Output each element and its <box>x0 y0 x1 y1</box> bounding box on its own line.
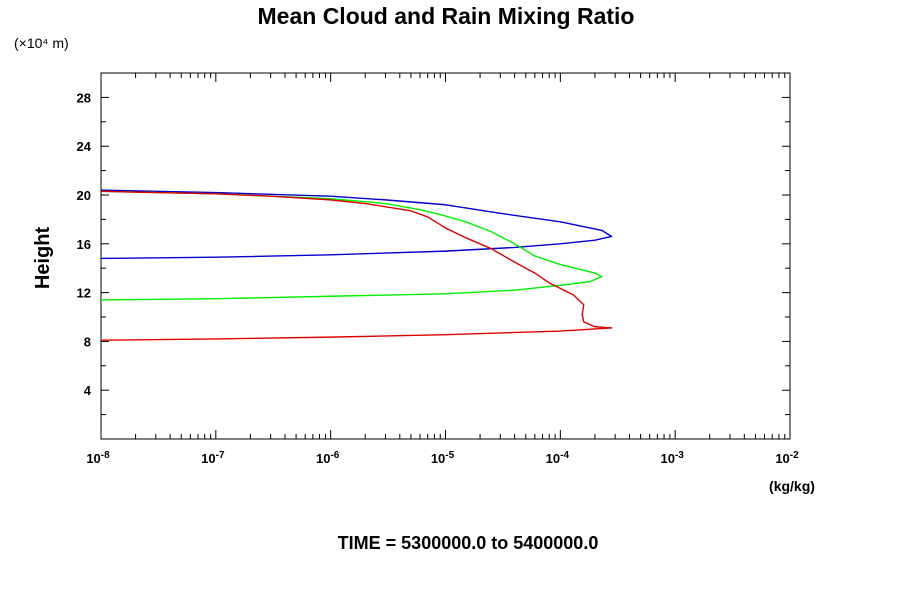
series-line-2 <box>100 190 603 301</box>
y-tick-label: 16 <box>77 237 91 252</box>
y-minor-ticks <box>101 96 790 416</box>
y-tick-label: 12 <box>77 286 91 301</box>
y-tick-label: 4 <box>84 383 92 398</box>
x-tick-label: 10-8 <box>86 450 110 466</box>
y-units-label: (×10⁴ m) <box>14 35 69 51</box>
y-tick-label: 24 <box>77 139 92 154</box>
x-tick-label: 10-3 <box>660 450 684 466</box>
y-tick-label: 20 <box>77 188 91 203</box>
x-minor-ticks <box>100 73 786 439</box>
x-tick-labels: 10-8 10-7 10-6 10-5 10-4 10-3 10-2 <box>86 450 799 466</box>
x-tick-label: 10-4 <box>546 450 570 466</box>
plot-frame <box>100 72 791 440</box>
series-line-3 <box>100 190 613 341</box>
x-tick-label: 10-6 <box>316 450 340 466</box>
y-tick-label: 8 <box>84 334 91 349</box>
chart-title: Mean Cloud and Rain Mixing Ratio <box>258 3 635 29</box>
time-footer: TIME = 5300000.0 to 5400000.0 <box>338 533 599 553</box>
x-units-label: (kg/kg) <box>769 478 815 494</box>
x-tick-label: 10-7 <box>201 450 225 466</box>
series-line-1 <box>100 189 613 260</box>
y-axis-label: Height <box>32 227 54 290</box>
x-tick-label: 10-2 <box>775 450 799 466</box>
y-tick-labels: 4 8 12 16 20 24 28 <box>77 90 92 398</box>
x-tick-label: 10-5 <box>431 450 455 466</box>
y-tick-label: 28 <box>77 90 91 105</box>
series-lines <box>100 189 613 341</box>
